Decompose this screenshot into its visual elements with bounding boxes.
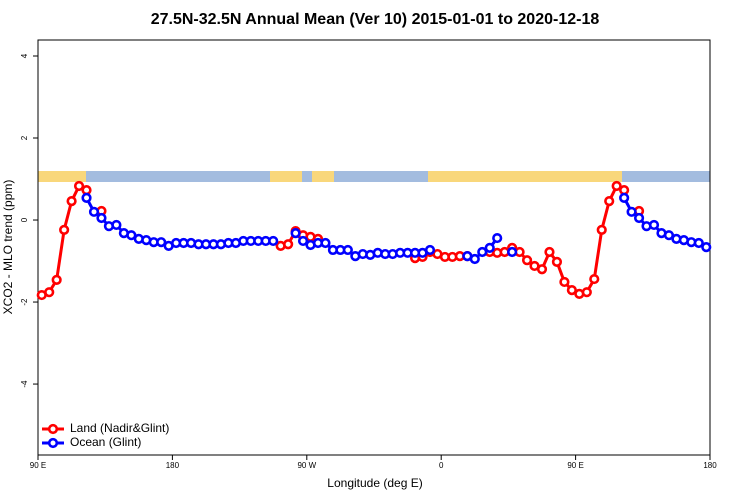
data-point bbox=[648, 219, 660, 231]
land-band bbox=[38, 171, 86, 182]
land-ocean-band bbox=[38, 171, 710, 182]
ocean-band bbox=[38, 171, 710, 182]
data-point bbox=[81, 192, 92, 203]
data-point bbox=[566, 285, 577, 296]
data-point bbox=[551, 256, 563, 267]
data-point bbox=[559, 276, 570, 288]
data-point bbox=[619, 184, 630, 196]
legend-marker bbox=[47, 437, 59, 449]
data-point bbox=[484, 242, 495, 254]
x-tick-label: 90 W bbox=[297, 461, 316, 470]
y-tick-label: 2 bbox=[20, 135, 29, 140]
data-point bbox=[633, 212, 645, 224]
data-point bbox=[342, 244, 353, 256]
data-point bbox=[544, 246, 555, 258]
x-tick-label: 0 bbox=[439, 461, 444, 470]
y-axis-label: XCO2 - MLO trend (ppm) bbox=[1, 180, 15, 315]
data-point bbox=[96, 212, 107, 224]
chart-title: 27.5N-32.5N Annual Mean (Ver 10) 2015-01… bbox=[151, 11, 600, 28]
data-point bbox=[66, 196, 77, 207]
y-tick-label: 0 bbox=[20, 217, 29, 222]
data-point bbox=[424, 244, 436, 256]
legend: Land (Nadir&Glint)Ocean (Glint) bbox=[42, 421, 169, 449]
data-point bbox=[320, 237, 331, 249]
data-point bbox=[521, 255, 533, 266]
data-point bbox=[604, 196, 615, 207]
x-tick-label: 90 E bbox=[567, 461, 583, 470]
series-line bbox=[42, 186, 639, 295]
data-point bbox=[663, 230, 675, 241]
data-point bbox=[297, 235, 309, 247]
data-point bbox=[156, 237, 167, 248]
data-point bbox=[81, 184, 92, 196]
data-point bbox=[626, 206, 637, 217]
data-point bbox=[507, 246, 518, 258]
land-band bbox=[428, 171, 622, 182]
data-point bbox=[619, 192, 630, 203]
data-point bbox=[51, 274, 62, 285]
data-point bbox=[477, 246, 488, 258]
data-point bbox=[73, 180, 85, 192]
land-band bbox=[270, 171, 302, 182]
data-point bbox=[44, 287, 55, 298]
legend-label: Ocean (Glint) bbox=[70, 435, 141, 449]
data-point bbox=[59, 224, 70, 235]
data-point bbox=[536, 264, 548, 275]
y-tick-label: -4 bbox=[20, 380, 29, 388]
data-point bbox=[290, 228, 301, 239]
x-axis-label: Longitude (deg E) bbox=[327, 476, 422, 490]
data-point bbox=[111, 219, 122, 231]
data-point bbox=[126, 230, 137, 241]
data-point bbox=[88, 206, 100, 217]
x-tick-label: 180 bbox=[166, 461, 180, 470]
plot-frame bbox=[37, 39, 711, 456]
x-tick-label: 90 E bbox=[30, 461, 46, 470]
data-point bbox=[611, 180, 622, 192]
data-point bbox=[283, 239, 294, 250]
data-point bbox=[492, 232, 503, 244]
legend-label: Land (Nadir&Glint) bbox=[70, 421, 169, 435]
data-point bbox=[589, 273, 600, 285]
land-band bbox=[312, 171, 334, 182]
data-point bbox=[268, 235, 279, 247]
data-point bbox=[581, 287, 592, 298]
x-tick-label: 180 bbox=[703, 461, 717, 470]
legend-marker bbox=[47, 423, 59, 435]
y-tick-label: -2 bbox=[20, 298, 29, 306]
data-point bbox=[693, 237, 704, 249]
y-tick-label: 4 bbox=[20, 53, 29, 58]
data-point bbox=[596, 224, 607, 235]
data-point bbox=[469, 253, 480, 265]
data-point bbox=[701, 241, 712, 253]
